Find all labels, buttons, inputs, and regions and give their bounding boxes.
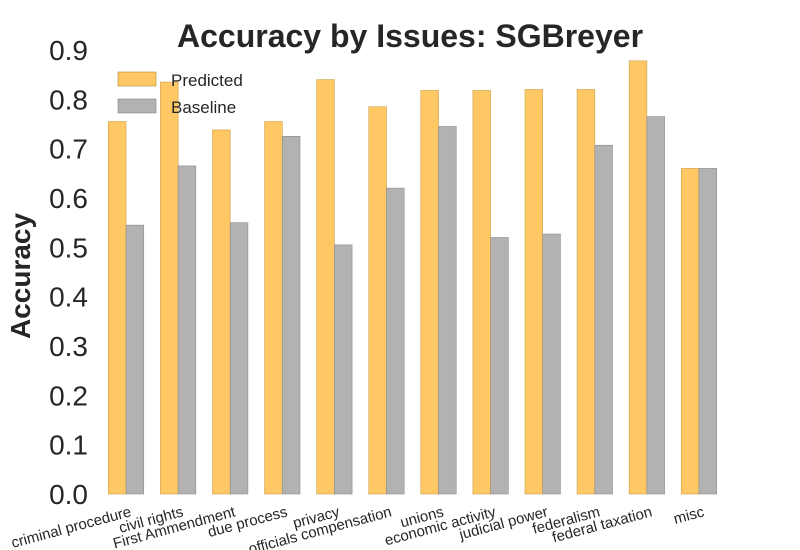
bar-predicted-9: [576, 89, 596, 495]
chart-title: Accuracy by Issues: SGBreyer: [177, 18, 643, 54]
legend-label-predicted: Predicted: [171, 71, 243, 90]
bar-predicted-2: [212, 129, 231, 495]
bar-baseline-9: [594, 144, 613, 495]
bar-baseline-8: [542, 233, 561, 495]
y-tick-label: 0.8: [49, 84, 88, 115]
bar-baseline-4: [334, 244, 353, 495]
legend: Predicted Baseline: [117, 71, 243, 117]
legend-swatch-baseline: [117, 98, 157, 114]
bar-predicted-6: [420, 90, 439, 495]
y-axis-ticks: 0.0 0.1 0.2 0.3 0.4 0.5 0.6 0.7 0.8 0.9: [49, 35, 88, 510]
y-tick-label: 0.0: [49, 479, 88, 510]
bar-baseline-0: [125, 224, 145, 495]
y-tick-label: 0.7: [49, 134, 88, 165]
y-tick-label: 0.3: [49, 331, 88, 362]
bar-predicted-8: [524, 89, 544, 495]
y-tick-label: 0.4: [49, 282, 88, 313]
bars-group: [108, 60, 717, 495]
bar-predicted-11: [680, 168, 700, 495]
bar-predicted-10: [628, 60, 648, 495]
bar-baseline-6: [438, 126, 457, 495]
bar-predicted-5: [368, 106, 387, 495]
y-tick-label: 0.1: [49, 430, 88, 461]
bar-predicted-4: [316, 79, 335, 495]
bar-baseline-2: [229, 222, 249, 495]
bar-predicted-7: [472, 90, 491, 495]
bar-predicted-0: [108, 121, 127, 495]
x-tick-label: misc: [672, 503, 707, 528]
y-tick-label: 0.5: [49, 232, 88, 263]
bar-baseline-3: [281, 136, 301, 495]
legend-label-baseline: Baseline: [171, 98, 236, 117]
y-tick-label: 0.6: [49, 183, 88, 214]
bar-baseline-5: [386, 187, 405, 495]
bar-baseline-7: [490, 237, 509, 495]
bar-baseline-10: [646, 116, 665, 495]
bar-baseline-1: [177, 165, 197, 495]
bar-baseline-11: [698, 168, 717, 495]
legend-swatch-predicted: [117, 71, 157, 87]
y-axis-label: Accuracy: [5, 213, 36, 340]
y-tick-label: 0.9: [49, 35, 88, 66]
x-tick-label: federal taxation: [550, 503, 653, 546]
bar-predicted-1: [160, 81, 179, 495]
y-tick-label: 0.2: [49, 380, 88, 411]
bar-predicted-3: [264, 121, 283, 495]
